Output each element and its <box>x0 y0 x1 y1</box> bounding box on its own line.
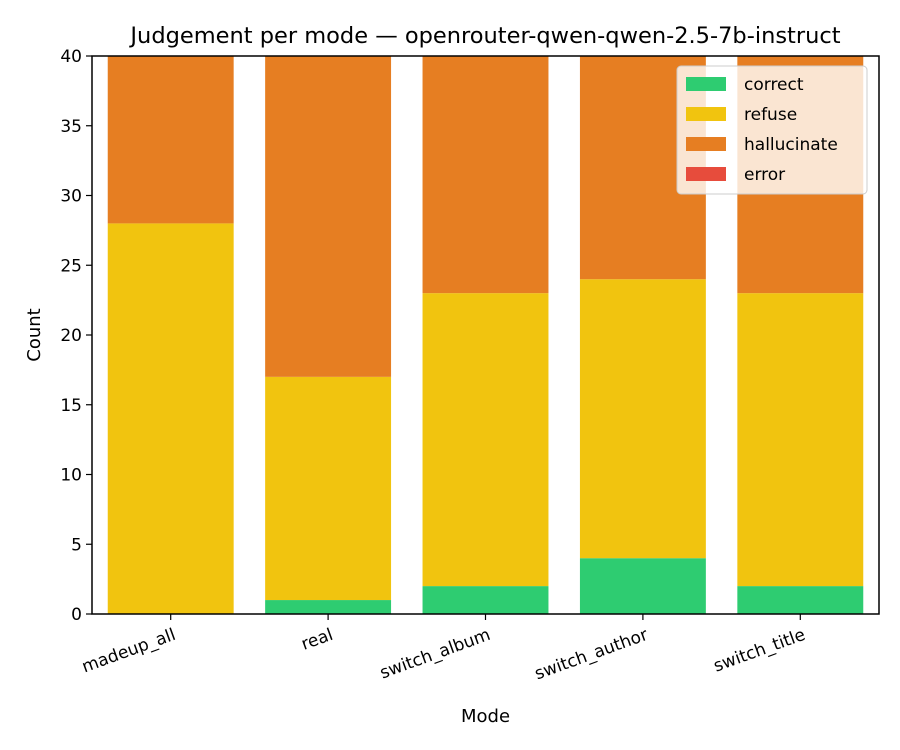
bar-correct-switch_title <box>737 586 864 614</box>
bar-hallucinate-real <box>265 56 392 377</box>
legend-label-error: error <box>744 165 785 185</box>
legend-swatch-hallucinate <box>686 137 726 151</box>
y-axis-label: Count <box>24 308 45 361</box>
bar-refuse-madeup_all <box>107 223 234 614</box>
bar-hallucinate-switch_album <box>422 56 549 294</box>
legend-label-correct: correct <box>744 75 804 95</box>
y-tick-label: 5 <box>71 535 82 555</box>
legend-swatch-correct <box>686 77 726 91</box>
bar-correct-real <box>265 600 392 614</box>
bar-hallucinate-madeup_all <box>107 56 234 224</box>
x-tick-label: switch_author <box>532 625 650 684</box>
y-tick-label: 20 <box>60 326 82 346</box>
y-tick-label: 0 <box>71 605 82 625</box>
x-axis-label: Mode <box>461 706 510 727</box>
bar-refuse-switch_album <box>422 293 549 587</box>
legend-label-hallucinate: hallucinate <box>744 135 838 155</box>
y-tick-label: 15 <box>60 396 82 416</box>
x-tick-label: real <box>299 625 336 655</box>
y-tick-label: 40 <box>60 47 82 67</box>
y-tick-label: 25 <box>60 256 82 276</box>
bar-refuse-switch_title <box>737 293 864 587</box>
chart-title: Judgement per mode — openrouter-qwen-qwe… <box>128 23 840 49</box>
y-tick-label: 35 <box>60 117 82 137</box>
bar-correct-switch_album <box>422 586 549 614</box>
y-tick-label: 10 <box>60 466 82 486</box>
x-tick-label: madeup_all <box>79 625 178 677</box>
legend-swatch-refuse <box>686 107 726 121</box>
legend-box <box>676 65 868 195</box>
bar-refuse-switch_author <box>579 279 706 559</box>
y-axis: 0 5 10 15 20 25 30 35 40 <box>60 47 92 625</box>
bar-correct-switch_author <box>579 558 706 614</box>
x-tick-label: switch_album <box>377 625 493 683</box>
legend-label-refuse: refuse <box>744 105 797 125</box>
y-tick-label: 30 <box>60 187 82 207</box>
bar-refuse-real <box>265 376 392 601</box>
x-axis: madeup_all real switch_album switch_author s… <box>79 614 808 684</box>
x-tick-label: switch_title <box>711 625 808 677</box>
legend-swatch-error <box>686 167 726 181</box>
legend: correct refuse hallucinate error <box>676 65 868 195</box>
